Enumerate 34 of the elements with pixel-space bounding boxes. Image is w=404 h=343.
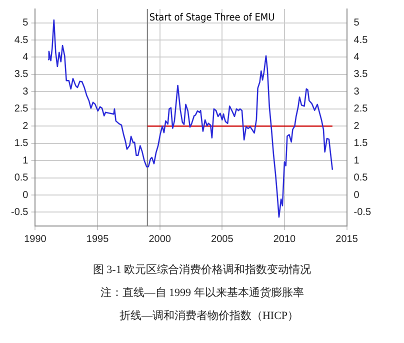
x-tick-label: 2000 [148,234,172,245]
y2-tick-label: 1 [354,155,360,166]
x-tick-label: 2015 [336,234,358,245]
y2-tick-label: 4 [354,52,360,63]
y2-tick-label: 1.5 [354,138,368,150]
y2-tick-label: 0 [354,190,360,201]
y-tick-label: 0.5 [14,172,29,184]
y2-tick-label: 0.5 [354,172,368,184]
y-tick-label: 1 [22,155,29,166]
x-tick-label: 2010 [273,234,296,245]
y-tick-label: 3.5 [14,69,29,80]
y-tick-label: 1.5 [14,138,29,150]
text: 注：直线—自 1999 年以来基本通货膨胀率 [99,286,305,300]
x-tick-label: 1995 [86,234,110,245]
y-tick-label: 2.5 [14,104,29,115]
ref-line-label: Start of Stage Three of EMU [149,12,275,24]
y-tick-label: 4 [22,52,29,63]
x-tick-label: 1990 [24,234,47,245]
text: 图 3-1 欧元区综合消费价格调和指数变动情况 [92,262,312,277]
y-tick-label: 2 [22,120,29,132]
x-tick-label: 2005 [211,234,234,245]
text: 折线—调和消费者物价指数（HICP） [118,309,300,323]
y2-tick-label: -0.5 [354,206,372,218]
y2-tick-label: 3.5 [354,69,368,80]
y-tick-label: 5 [22,18,29,29]
y2-tick-label: 4.5 [354,34,368,46]
y2-tick-label: 5 [354,18,360,29]
y-tick-label: 3 [22,86,29,98]
y2-tick-label: 3 [354,86,360,98]
y2-tick-label: 2 [354,120,360,132]
y-tick-label: 4.5 [14,34,29,46]
y-tick-label: -0.5 [10,206,29,218]
y-tick-label: 0 [22,190,29,201]
y2-tick-label: 2.5 [354,104,368,115]
